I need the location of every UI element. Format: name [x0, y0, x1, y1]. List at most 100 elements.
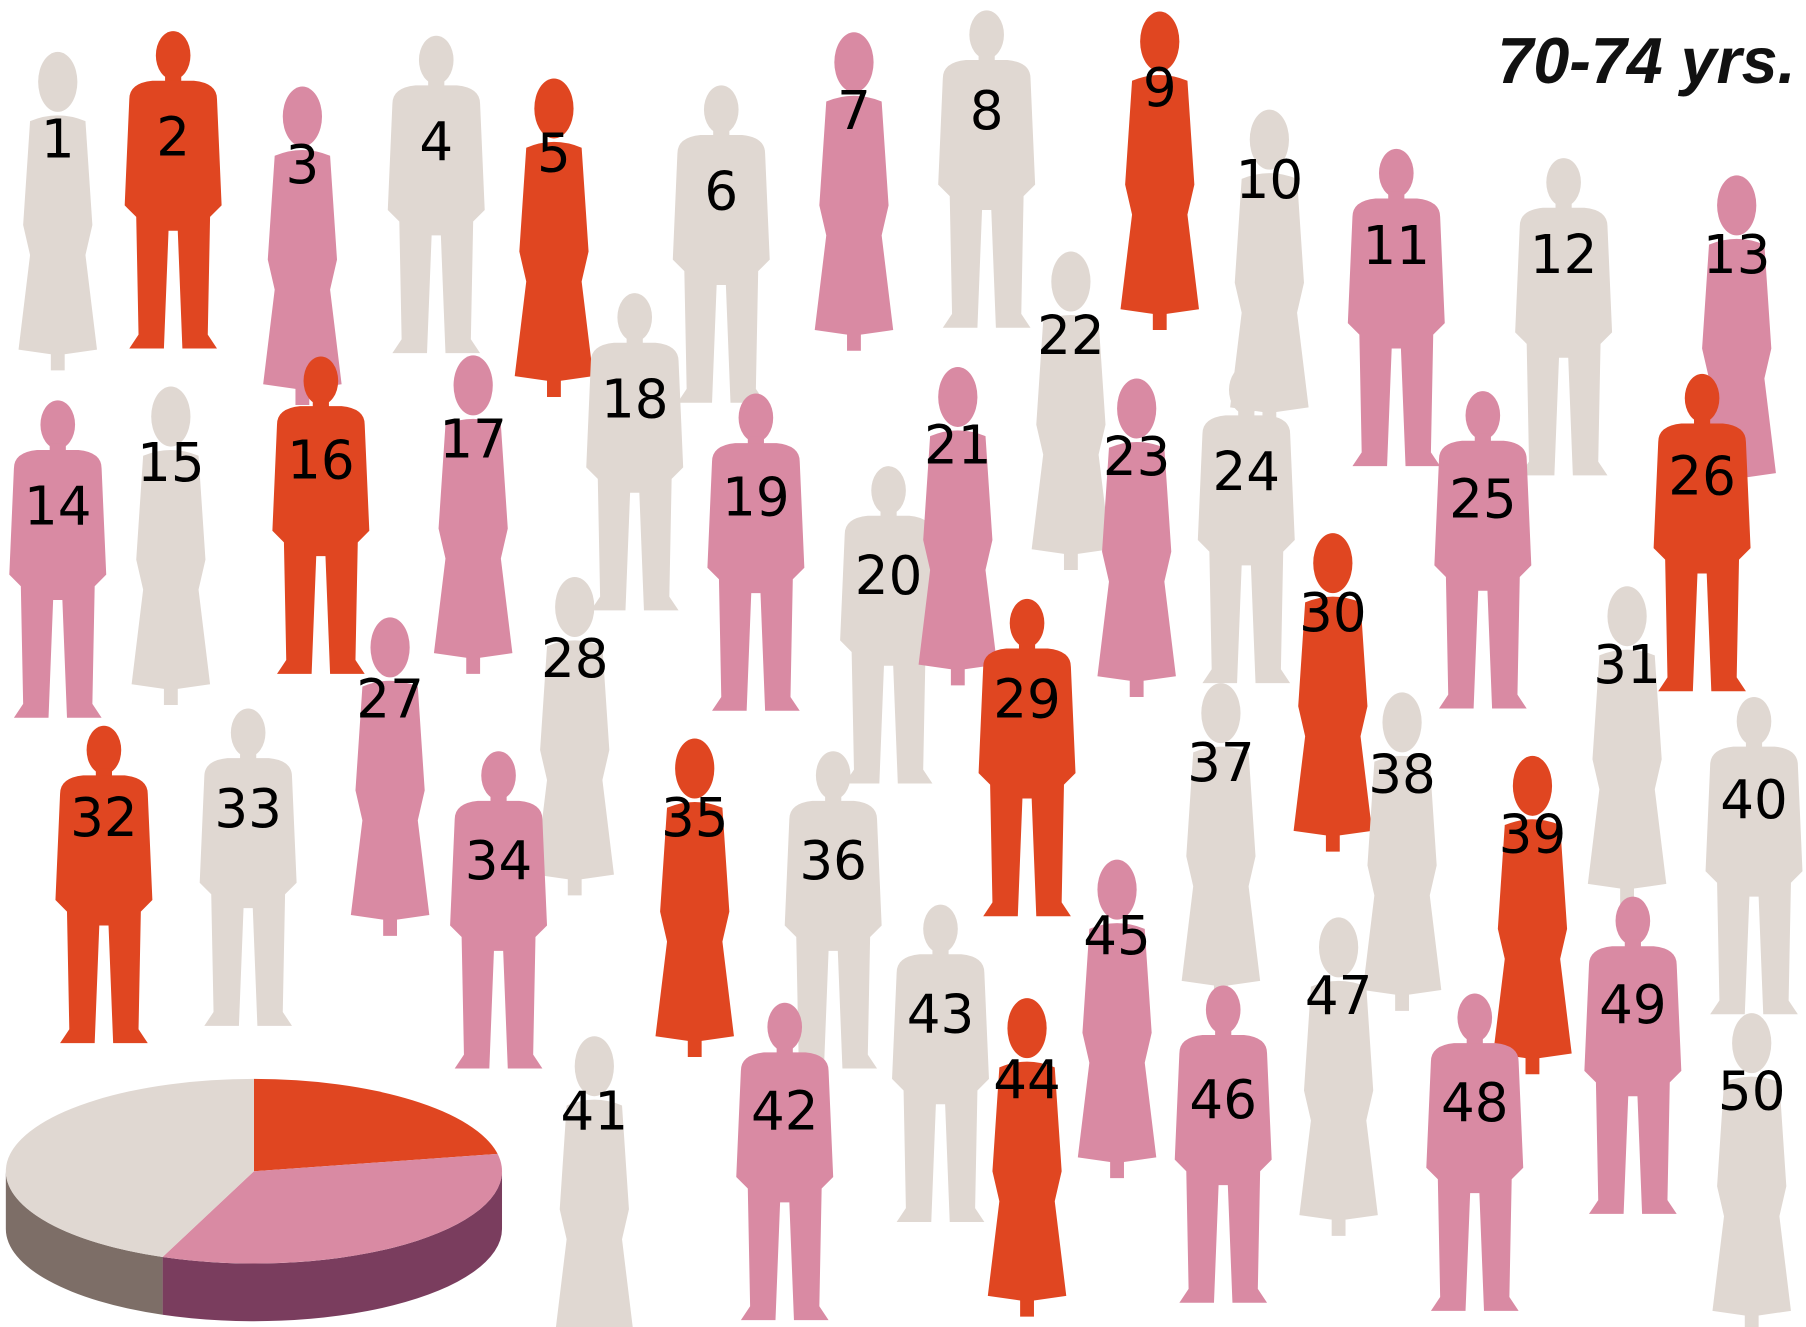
person-figure [814, 32, 894, 351]
person-figure [672, 85, 770, 403]
head [1228, 365, 1264, 415]
head [1201, 683, 1241, 744]
body [199, 758, 297, 1026]
person-figure [938, 10, 1036, 328]
person-number: 49 [1599, 974, 1667, 1036]
body [450, 800, 548, 1069]
neck [825, 793, 842, 806]
head [767, 1002, 803, 1052]
person-number: 2 [156, 106, 190, 168]
person-number: 34 [465, 830, 533, 892]
body [1293, 596, 1373, 852]
person-figure [655, 738, 734, 1057]
person-figure [272, 356, 370, 674]
pie-slice [5, 1078, 254, 1258]
body [555, 1099, 633, 1327]
person-figure [1174, 985, 1272, 1303]
neck [1624, 939, 1641, 951]
person-number: 18 [601, 368, 669, 430]
pie-slice [253, 1078, 498, 1172]
person-figure [433, 355, 513, 674]
body [892, 954, 989, 1222]
head [1051, 251, 1091, 312]
body [655, 801, 734, 1057]
head [1140, 11, 1180, 72]
pie-slice [162, 1153, 503, 1264]
body [918, 430, 998, 686]
neck [932, 947, 949, 959]
body [1515, 207, 1613, 476]
person-figure [1705, 696, 1803, 1015]
person-figure [736, 1002, 834, 1321]
person-number: 7 [837, 80, 871, 142]
person-number: 37 [1187, 732, 1255, 794]
person-number: 26 [1668, 446, 1736, 508]
person-number: 40 [1720, 769, 1788, 831]
head [1009, 598, 1045, 648]
person-number: 3 [285, 134, 319, 196]
head [155, 31, 191, 80]
head [1512, 755, 1553, 816]
neck [1466, 1036, 1483, 1048]
neck [747, 436, 764, 448]
person-number: 23 [1103, 426, 1171, 488]
body [938, 60, 1036, 328]
person-figure [131, 386, 211, 706]
person-number: 25 [1449, 469, 1517, 531]
person-figure [1515, 158, 1613, 476]
person-number: 35 [661, 787, 729, 849]
body [18, 115, 97, 371]
person-number: 16 [287, 430, 355, 492]
head [871, 466, 906, 515]
head [1732, 1013, 1772, 1074]
neck [1215, 1028, 1232, 1040]
person-number: 6 [704, 161, 738, 223]
head [574, 1036, 614, 1097]
person-number: 42 [751, 1080, 819, 1142]
person-number: 30 [1299, 582, 1367, 644]
person-figure [1493, 755, 1572, 1075]
head [1457, 993, 1493, 1042]
title: 70-74 yrs. [1497, 25, 1795, 97]
head [923, 904, 958, 954]
head [834, 32, 874, 93]
person-number: 31 [1593, 634, 1661, 696]
pie-side [5, 1171, 163, 1315]
person-figure [1347, 148, 1445, 467]
body [1712, 1076, 1791, 1327]
person-number: 8 [970, 80, 1004, 142]
person-figure [586, 293, 684, 611]
head [555, 576, 595, 637]
person-number: 46 [1189, 1069, 1257, 1131]
person-number: 24 [1213, 441, 1281, 503]
neck [49, 443, 66, 455]
head [151, 386, 191, 447]
neck [1694, 416, 1711, 429]
pie-side [162, 1171, 503, 1322]
neck [1238, 408, 1255, 421]
person-figure [1197, 365, 1295, 684]
neck [1018, 641, 1036, 654]
person-figure [1230, 109, 1309, 429]
person-number: 32 [70, 787, 138, 849]
head [1378, 148, 1414, 198]
body [672, 135, 770, 403]
person-figure [124, 31, 222, 349]
person-figure [918, 366, 998, 686]
person-figure [555, 1036, 633, 1327]
head [1736, 696, 1772, 746]
person-number: 39 [1499, 803, 1567, 865]
person-figure [892, 904, 989, 1222]
people [9, 10, 1803, 1327]
body [433, 418, 513, 674]
body [55, 775, 153, 1044]
person-number: 14 [24, 476, 92, 538]
head [675, 738, 715, 799]
neck [1388, 191, 1405, 204]
person-figure [1077, 859, 1157, 1179]
person-figure [1362, 692, 1442, 1011]
body [978, 648, 1076, 917]
